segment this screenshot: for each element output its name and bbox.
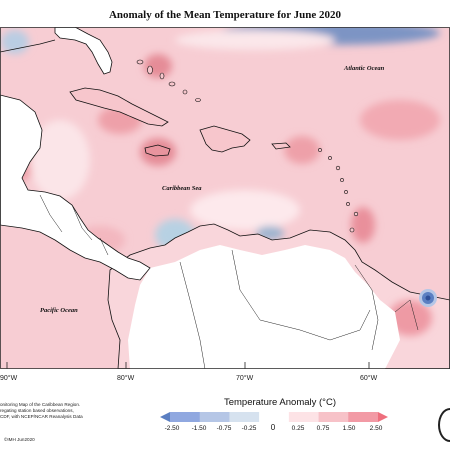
legend-label: -0.25 [241, 425, 257, 432]
neutral-land [128, 245, 400, 369]
country-border [354, 264, 379, 351]
longitude-label: 80°W [117, 374, 135, 382]
credits-line: onitoring Map of the Caribbean Region. [0, 402, 81, 407]
atlantic-ocean-label: Atlantic Ocean [343, 65, 385, 72]
colorbar-segment [348, 412, 379, 422]
lesser-antilles [318, 148, 359, 233]
colorbar-segment [288, 412, 319, 422]
country-border [99, 237, 109, 256]
neutral-zone [175, 30, 335, 50]
copyright-text: ©IMH Jun2020 [4, 437, 35, 442]
legend-label: -2.50 [164, 425, 180, 432]
cuba-land [69, 87, 169, 127]
colorbar-segment [199, 412, 230, 422]
colorbar-segment [318, 412, 349, 422]
cool-anomaly-zone [1, 30, 29, 54]
credits-line: regating station based observations, [0, 408, 74, 413]
warm-anomaly-zone [284, 136, 320, 164]
legend-label: 0.75 [316, 425, 330, 432]
legend-label: -1.50 [191, 425, 207, 432]
colorbar-arrow-right [378, 412, 388, 422]
legend-title: Temperature Anomaly (°C) [223, 397, 337, 408]
country-border [394, 299, 419, 331]
hispaniola-land [199, 125, 251, 153]
legend-label: 1.50 [342, 425, 356, 432]
longitude-label: 90°W [0, 374, 18, 382]
central-america-land [0, 94, 151, 281]
warm-anomaly-zone [144, 54, 172, 78]
warm-anomaly-zone [351, 207, 375, 243]
neutral-zone [190, 190, 300, 230]
us-gulf-coast [0, 39, 56, 53]
legend-label: -0.75 [216, 425, 232, 432]
bahamas-islands [136, 59, 201, 102]
pacific-ocean-label: Pacific Ocean [40, 307, 78, 314]
legend-label: 0.25 [291, 425, 305, 432]
neutral-zone [30, 120, 90, 200]
puerto-rico-land [271, 142, 291, 150]
jamaica-land [144, 144, 171, 157]
legend-label: 2.50 [369, 425, 383, 432]
colorbar-segment [259, 412, 290, 422]
credits-line: CDF, with NCEP/NCAR Reanalysis Data [0, 414, 83, 419]
longitude-label: 70°W [236, 374, 254, 382]
country-border [39, 194, 63, 233]
warm-anomaly-zone [360, 100, 440, 140]
longitude-ticks [6, 362, 370, 369]
legend-label: 0 [270, 423, 276, 432]
colorbar [160, 412, 388, 422]
colorbar-arrow-left [160, 412, 170, 422]
caribbean-sea-label: Caribbean Sea [162, 185, 202, 192]
longitude-label: 60°W [360, 374, 378, 382]
colorbar-segment [229, 412, 260, 422]
country-border [231, 249, 371, 341]
country-border [179, 261, 206, 369]
colorbar-segment [170, 412, 201, 422]
florida-land [54, 27, 113, 75]
map-title: Anomaly of the Mean Temperature for June… [108, 9, 342, 21]
country-border [71, 204, 93, 241]
credits-text: onitoring Map of the Caribbean Region. r… [0, 402, 150, 420]
cold-anomaly-spot [425, 295, 431, 301]
